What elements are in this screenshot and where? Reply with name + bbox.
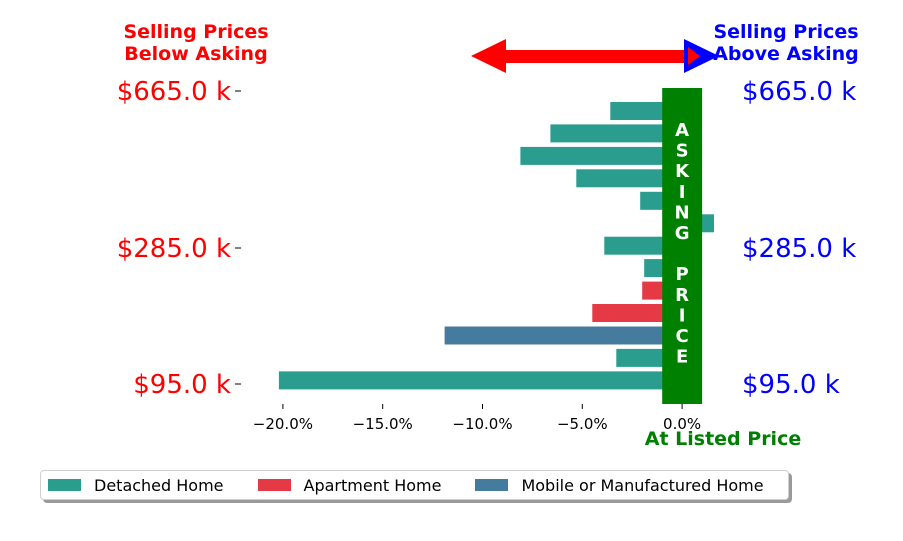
asking-band-letter: R: [675, 285, 689, 306]
above-heading-line1: Selling Prices: [713, 21, 859, 43]
asking-band-letter: P: [675, 264, 688, 285]
bar: [550, 124, 683, 143]
y-tick-label-right: $665.0 k: [742, 77, 856, 107]
y-tick-label-right: $95.0 k: [742, 370, 840, 400]
x-tick-label: −5.0%: [557, 415, 608, 433]
legend-swatch-mobile: [475, 479, 509, 491]
arrow-shaft: [506, 50, 688, 63]
legend-item-apartment: Apartment Home: [257, 475, 442, 495]
legend-swatch-detached: [48, 479, 81, 491]
below-heading-line1: Selling Prices: [123, 21, 269, 43]
asking-band-letter: K: [675, 161, 690, 182]
bar: [576, 169, 683, 188]
legend: Detached Home Apartment Home Mobile or M…: [40, 470, 789, 500]
asking-band-letter: I: [679, 182, 686, 203]
legend-swatch-apartment: [257, 479, 291, 491]
asking-band-letter: N: [675, 202, 690, 223]
x-axis-label: At Listed Price: [645, 428, 801, 450]
arrow-head-right: [684, 39, 719, 73]
below-heading-line2: Below Asking: [124, 43, 268, 65]
asking-band-letter: I: [679, 305, 686, 326]
y-tick-label-left: $95.0 k: [133, 370, 231, 400]
bar: [444, 326, 683, 345]
asking-price-band: [662, 88, 703, 404]
bar: [278, 371, 683, 390]
legend-item-detached: Detached Home: [48, 476, 224, 495]
bar: [520, 146, 683, 165]
asking-band-letter: S: [676, 141, 689, 162]
y-tick-label-right: $285.0 k: [742, 234, 856, 264]
x-tick-label: −20.0%: [253, 415, 313, 433]
asking-band-letter: C: [675, 326, 688, 347]
arrow-head-left: [471, 39, 506, 73]
asking-band-letter: E: [676, 347, 688, 368]
legend-item-mobile: Mobile or Manufactured Home: [475, 475, 764, 495]
legend-label-mobile: Mobile or Manufactured Home: [521, 475, 764, 495]
legend-label-apartment: Apartment Home: [303, 475, 442, 495]
bar: [592, 304, 683, 322]
x-tick-label: −15.0%: [353, 415, 413, 433]
x-tick-label: 0.0%: [663, 415, 701, 433]
above-heading-line2: Above Asking: [713, 43, 859, 65]
asking-band-letter: A: [675, 120, 689, 141]
legend-label-detached: Detached Home: [94, 475, 224, 495]
above-asking-heading: Selling Prices Above Asking: [708, 21, 864, 65]
asking-band-letter: G: [675, 223, 690, 244]
x-tick-label: −10.0%: [452, 415, 512, 433]
arrow-head-right-overlap: [688, 47, 700, 65]
y-tick-label-left: $665.0 k: [117, 77, 231, 107]
below-asking-heading: Selling Prices Below Asking: [120, 21, 272, 65]
y-tick-label-left: $285.0 k: [117, 234, 231, 264]
